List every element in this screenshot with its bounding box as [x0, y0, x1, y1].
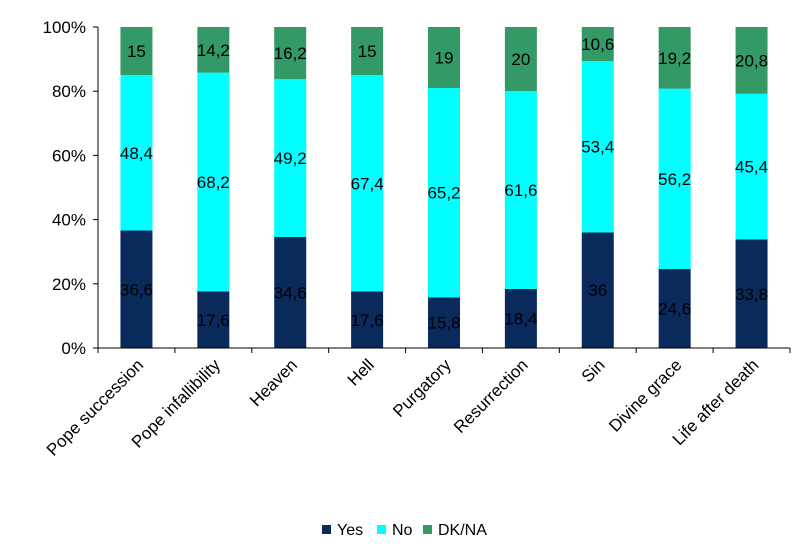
- legend-swatch: [423, 525, 432, 534]
- data-label: 17,6: [197, 311, 230, 330]
- bar-segment-yes: [658, 269, 691, 348]
- data-label: 36: [588, 281, 607, 300]
- segment-labels: 36,6 48,4 15 17,6 68,2 14,2 34,6 49,2 16,2 17,6 67…: [120, 35, 768, 333]
- bar-segment-yes: [735, 239, 768, 348]
- bar-segment-yes: [120, 230, 153, 348]
- legend-label: Yes: [337, 522, 363, 539]
- bar-segment-dk-na: [504, 27, 537, 92]
- bar-segment-dk-na: [120, 27, 153, 76]
- bar-segment-dk-na: [274, 27, 307, 80]
- bar-segment-dk-na: [735, 27, 768, 94]
- data-label: 19,2: [658, 49, 691, 68]
- bar-segment-yes: [504, 288, 537, 348]
- bar-segment-no: [735, 93, 768, 240]
- data-label: 61,6: [504, 181, 537, 200]
- bar-segment-no: [581, 61, 614, 233]
- data-label: 24,6: [658, 300, 691, 319]
- bars: [120, 27, 768, 348]
- legend-swatch: [322, 525, 331, 534]
- legend-swatch: [377, 525, 386, 534]
- bar-segment-dk-na: [428, 27, 460, 88]
- data-label: 65,2: [427, 184, 460, 203]
- data-label: 15: [358, 42, 377, 61]
- data-label: 14,2: [197, 41, 230, 60]
- data-label: 34,6: [274, 283, 307, 302]
- bar-segment-no: [120, 75, 153, 231]
- data-label: 67,4: [351, 174, 384, 193]
- legend-label: No: [392, 522, 413, 539]
- data-label: 17,6: [351, 311, 384, 330]
- data-label: 16,2: [274, 44, 307, 63]
- y-tick-label: 0%: [61, 339, 86, 358]
- bar-segment-dk-na: [658, 27, 691, 89]
- bar-segment-yes: [274, 236, 307, 348]
- data-label: 20,8: [735, 51, 768, 70]
- x-tick-label: Resurrection: [450, 355, 532, 437]
- bar-segment-no: [351, 75, 384, 292]
- data-label: 53,4: [581, 138, 614, 157]
- x-tick-label: Purgatory: [389, 355, 455, 421]
- bar-segment-no: [504, 91, 537, 289]
- y-tick-label: 60%: [52, 146, 86, 165]
- legend-label: DK/NA: [438, 522, 487, 539]
- bar-segment-no: [658, 88, 691, 270]
- bar-segment-yes: [581, 232, 614, 348]
- y-axis: 0% 20% 40% 60% 80% 100%: [43, 18, 99, 358]
- bar-segment-yes: [351, 291, 384, 348]
- x-tick-label: Hell: [344, 355, 378, 389]
- bar-segment-yes: [428, 297, 460, 348]
- x-tick-label: Heaven: [246, 355, 301, 410]
- data-label: 20: [511, 50, 530, 69]
- data-label: 10,6: [581, 35, 614, 54]
- data-label: 15,8: [427, 314, 460, 333]
- data-label: 15: [127, 42, 146, 61]
- data-label: 18,4: [504, 309, 537, 328]
- bar-segment-no: [274, 79, 307, 237]
- x-tick-label: Sin: [578, 355, 609, 386]
- bar-segment-dk-na: [351, 27, 384, 76]
- data-label: 19: [435, 48, 454, 67]
- x-tick-label: Divine grace: [605, 355, 685, 435]
- data-label: 68,2: [197, 173, 230, 192]
- bar-segment-dk-na: [581, 27, 614, 62]
- y-tick-label: 40%: [52, 211, 86, 230]
- bar-segment-dk-na: [197, 27, 230, 73]
- y-tick-label: 20%: [52, 275, 86, 294]
- y-tick-label: 80%: [52, 82, 86, 101]
- data-label: 36,6: [120, 280, 153, 299]
- data-label: 49,2: [274, 149, 307, 168]
- data-label: 45,4: [735, 158, 768, 177]
- data-label: 56,2: [658, 170, 691, 189]
- x-tick-label: Pope succession: [43, 355, 147, 459]
- y-tick-label: 100%: [43, 18, 86, 37]
- data-label: 48,4: [120, 144, 153, 163]
- bar-segment-yes: [197, 291, 230, 348]
- data-label: 33,8: [735, 285, 768, 304]
- legend: Yes No DK/NA: [322, 522, 487, 539]
- bar-segment-no: [428, 87, 460, 298]
- bar-segment-no: [197, 72, 230, 292]
